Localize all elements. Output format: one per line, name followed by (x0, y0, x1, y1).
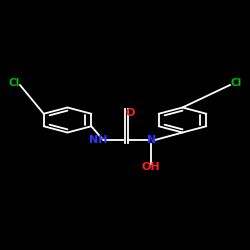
Text: OH: OH (142, 162, 161, 172)
Text: Cl: Cl (230, 78, 242, 88)
Text: N: N (146, 135, 156, 145)
Text: Cl: Cl (8, 78, 20, 88)
Text: O: O (126, 108, 135, 118)
Text: NH: NH (90, 135, 108, 145)
